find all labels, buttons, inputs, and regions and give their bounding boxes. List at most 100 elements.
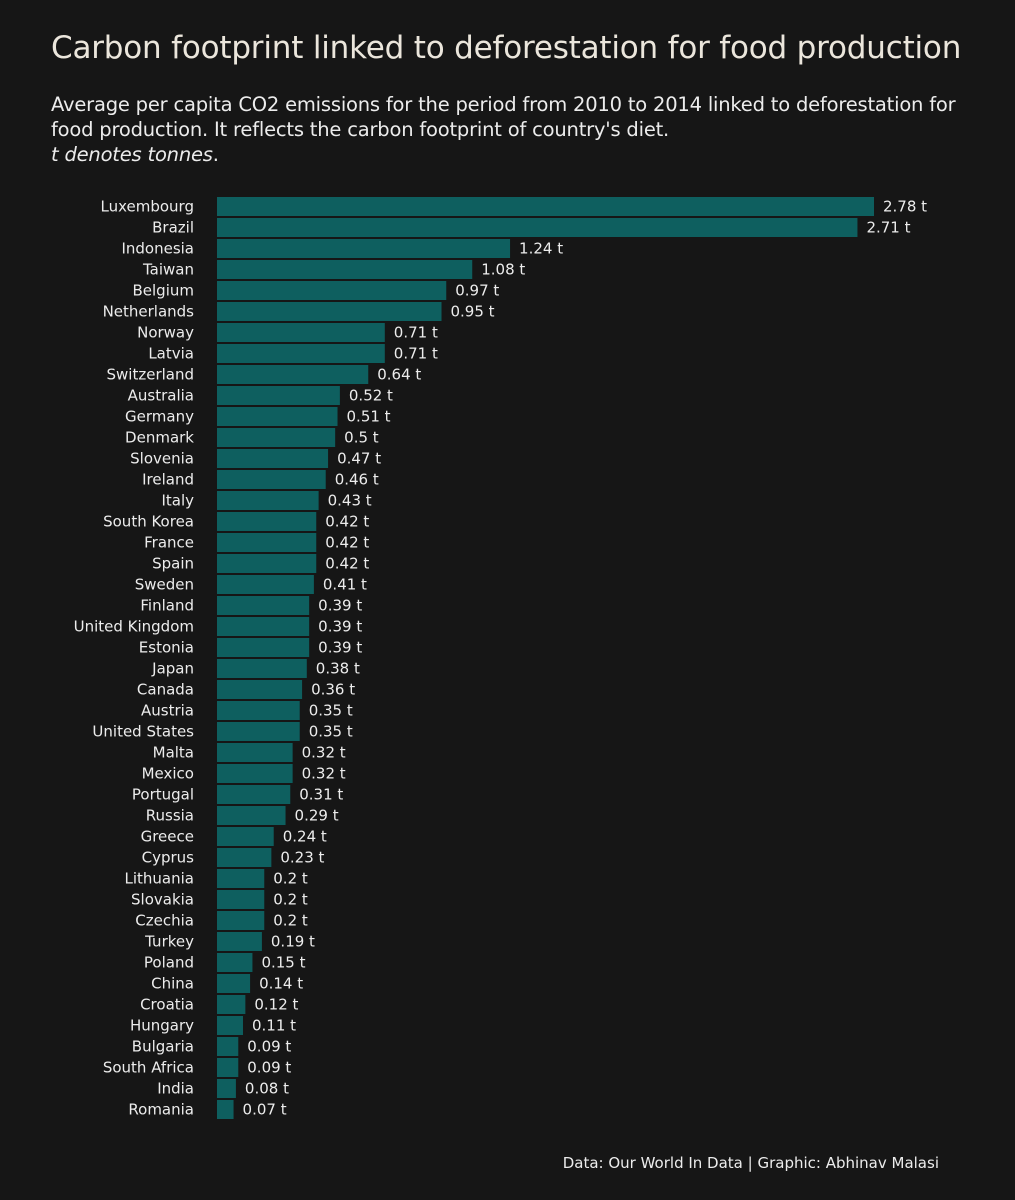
- category-label-poland: Poland: [144, 954, 194, 972]
- unit-note-period: .: [212, 143, 219, 166]
- value-label-japan: 0.38 t: [316, 660, 360, 678]
- bar-china: [217, 974, 251, 993]
- bar-australia: [217, 386, 340, 405]
- bar-estonia: [217, 638, 310, 657]
- category-label-latvia: Latvia: [148, 345, 194, 363]
- bar-belgium: [217, 281, 447, 300]
- chart-title: Carbon footprint linked to deforestation…: [51, 30, 962, 66]
- value-label-denmark: 0.5 t: [344, 429, 379, 447]
- category-label-canada: Canada: [137, 681, 194, 699]
- bar-germany: [217, 407, 338, 426]
- value-label-united-states: 0.35 t: [309, 723, 353, 741]
- value-label-luxembourg: 2.78 t: [883, 198, 927, 216]
- bar-latvia: [217, 344, 385, 363]
- bar-japan: [217, 659, 307, 678]
- bar-romania: [217, 1100, 234, 1119]
- bar-south-korea: [217, 512, 317, 531]
- value-label-estonia: 0.39 t: [318, 639, 362, 657]
- category-label-india: India: [157, 1080, 194, 1098]
- bar-denmark: [217, 428, 336, 447]
- bar-brazil: [217, 218, 858, 237]
- bar-sweden: [217, 575, 314, 594]
- bar-austria: [217, 701, 300, 720]
- bar-luxembourg: [217, 197, 874, 216]
- value-label-austria: 0.35 t: [309, 702, 353, 720]
- category-label-turkey: Turkey: [144, 933, 194, 951]
- value-label-italy: 0.43 t: [328, 492, 372, 510]
- category-label-slovenia: Slovenia: [130, 450, 194, 468]
- value-label-south-korea: 0.42 t: [325, 513, 369, 531]
- value-label-australia: 0.52 t: [349, 387, 393, 405]
- value-label-czechia: 0.2 t: [273, 912, 308, 930]
- value-label-slovakia: 0.2 t: [273, 891, 308, 909]
- value-label-brazil: 2.71 t: [866, 219, 910, 237]
- bar-ireland: [217, 470, 326, 489]
- category-label-russia: Russia: [146, 807, 194, 825]
- category-label-greece: Greece: [141, 828, 194, 846]
- category-label-spain: Spain: [152, 555, 194, 573]
- category-label-germany: Germany: [125, 408, 194, 426]
- bar-indonesia: [217, 239, 511, 258]
- value-label-canada: 0.36 t: [311, 681, 355, 699]
- value-label-bulgaria: 0.09 t: [247, 1038, 291, 1056]
- category-label-denmark: Denmark: [125, 429, 194, 447]
- unit-note: t denotes tonnes.: [51, 142, 981, 167]
- bar-taiwan: [217, 260, 473, 279]
- category-label-mexico: Mexico: [142, 765, 194, 783]
- category-label-italy: Italy: [161, 492, 194, 510]
- bar-netherlands: [217, 302, 442, 321]
- category-label-united-kingdom: United Kingdom: [74, 618, 194, 636]
- category-label-australia: Australia: [128, 387, 194, 405]
- bar-russia: [217, 806, 286, 825]
- category-label-indonesia: Indonesia: [121, 240, 194, 258]
- category-label-south-africa: South Africa: [103, 1059, 194, 1077]
- value-label-cyprus: 0.23 t: [280, 849, 324, 867]
- value-label-slovenia: 0.47 t: [337, 450, 381, 468]
- bar-portugal: [217, 785, 291, 804]
- bar-lithuania: [217, 869, 265, 888]
- category-label-hungary: Hungary: [130, 1017, 194, 1035]
- category-label-belgium: Belgium: [133, 282, 195, 300]
- bar-croatia: [217, 995, 246, 1014]
- unit-note-text: t denotes tonnes: [51, 143, 213, 166]
- bar-malta: [217, 743, 293, 762]
- bar-bulgaria: [217, 1037, 239, 1056]
- value-label-china: 0.14 t: [259, 975, 303, 993]
- category-label-south-korea: South Korea: [103, 513, 194, 531]
- category-label-taiwan: Taiwan: [142, 261, 194, 279]
- bar-south-africa: [217, 1058, 239, 1077]
- value-label-poland: 0.15 t: [261, 954, 305, 972]
- bar-india: [217, 1079, 236, 1098]
- value-label-spain: 0.42 t: [325, 555, 369, 573]
- value-label-india: 0.08 t: [245, 1080, 289, 1098]
- bar-canada: [217, 680, 303, 699]
- category-label-austria: Austria: [141, 702, 194, 720]
- category-label-netherlands: Netherlands: [103, 303, 195, 321]
- category-label-france: France: [144, 534, 194, 552]
- category-label-bulgaria: Bulgaria: [132, 1038, 194, 1056]
- category-label-sweden: Sweden: [135, 576, 194, 594]
- bar-slovakia: [217, 890, 265, 909]
- value-label-norway: 0.71 t: [394, 324, 438, 342]
- source-caption: Data: Our World In Data | Graphic: Abhin…: [562, 1154, 939, 1172]
- category-label-united-states: United States: [92, 723, 194, 741]
- bar-cyprus: [217, 848, 272, 867]
- category-label-lithuania: Lithuania: [125, 870, 194, 888]
- value-label-south-africa: 0.09 t: [247, 1059, 291, 1077]
- bar-czechia: [217, 911, 265, 930]
- category-label-estonia: Estonia: [139, 639, 194, 657]
- category-label-malta: Malta: [153, 744, 194, 762]
- category-label-luxembourg: Luxembourg: [101, 198, 195, 216]
- bar-poland: [217, 953, 253, 972]
- category-label-croatia: Croatia: [140, 996, 194, 1014]
- value-label-russia: 0.29 t: [295, 807, 339, 825]
- value-label-netherlands: 0.95 t: [451, 303, 495, 321]
- bar-france: [217, 533, 317, 552]
- category-label-brazil: Brazil: [152, 219, 194, 237]
- category-label-czechia: Czechia: [135, 912, 194, 930]
- value-label-united-kingdom: 0.39 t: [318, 618, 362, 636]
- bar-italy: [217, 491, 319, 510]
- value-label-france: 0.42 t: [325, 534, 369, 552]
- bar-united-kingdom: [217, 617, 310, 636]
- bar-slovenia: [217, 449, 329, 468]
